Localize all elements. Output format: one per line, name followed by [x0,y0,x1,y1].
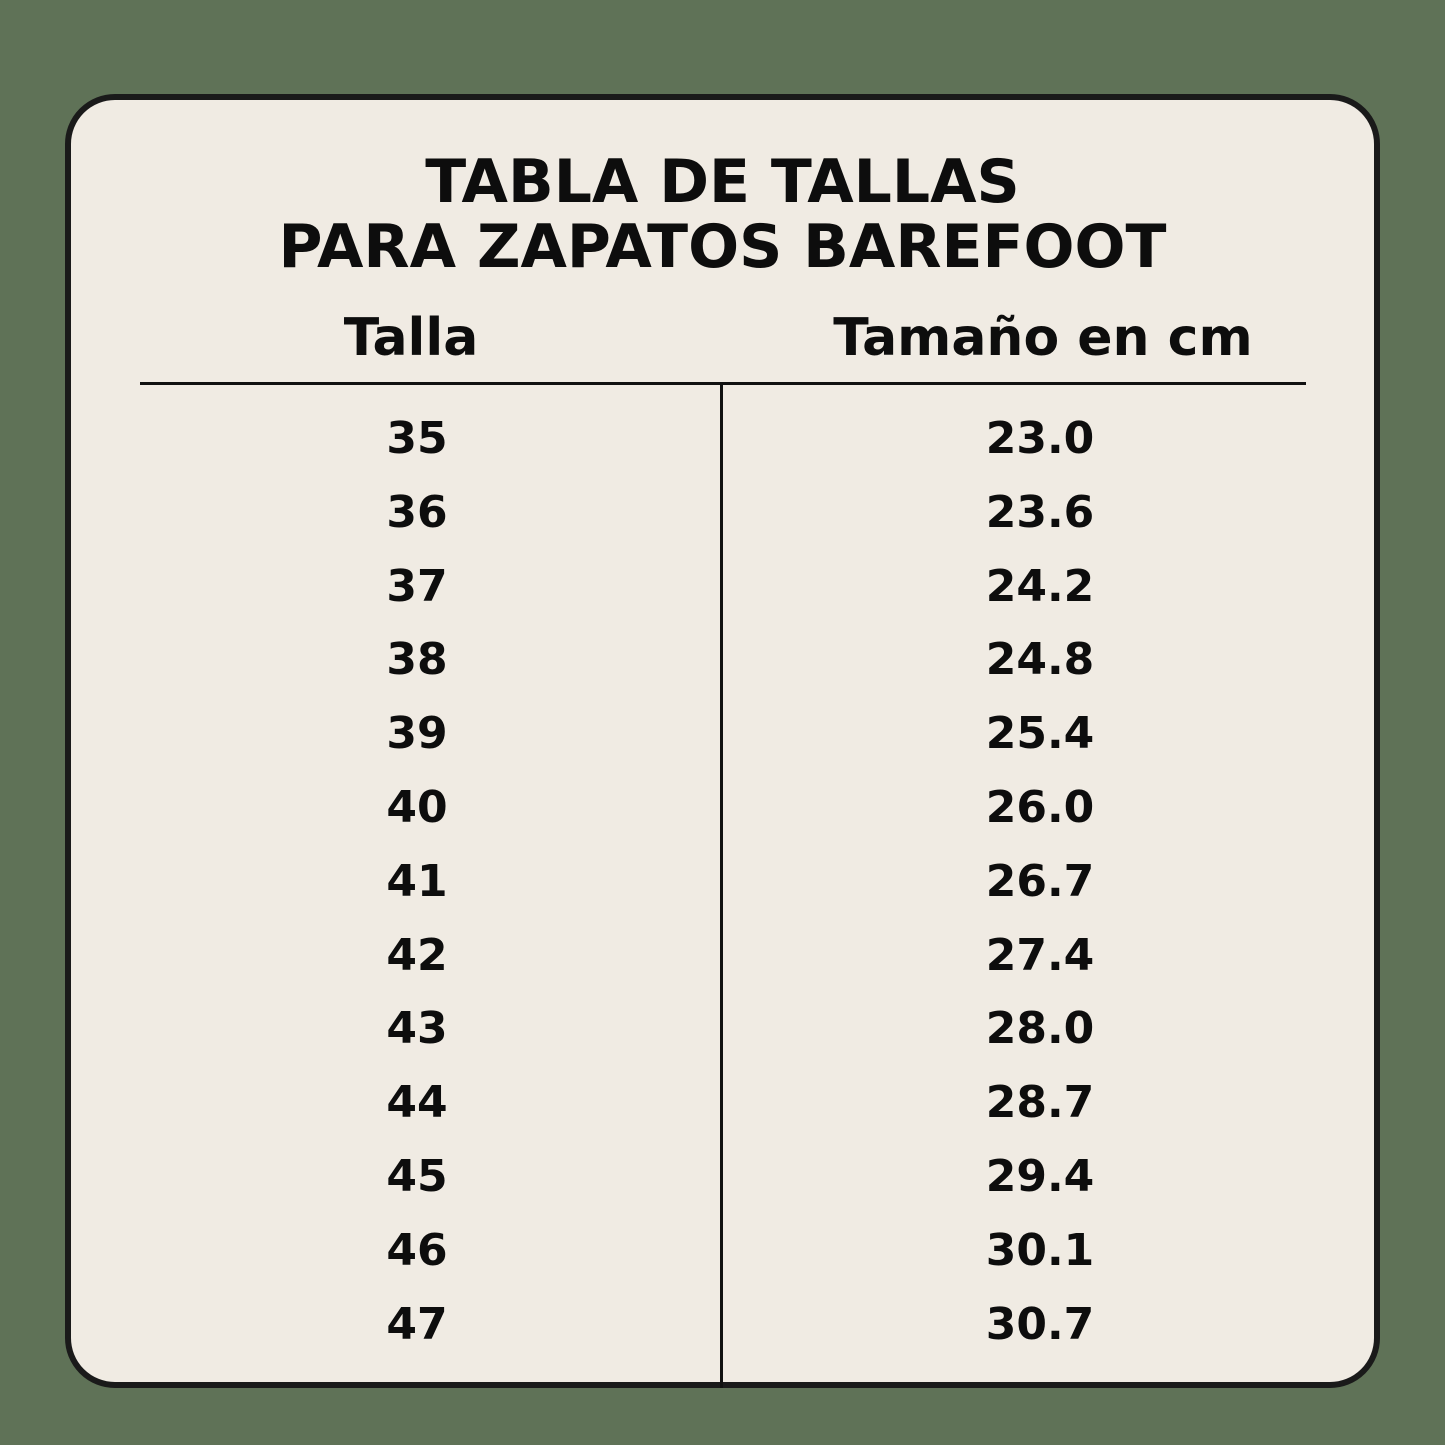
cm-cell: 28.7 [985,1077,1095,1129]
table-row: 40 26.0 [0,782,1445,856]
size-cell: 40 [386,782,448,833]
table-row: 45 29.4 [0,1151,1445,1225]
size-cell: 43 [386,1003,448,1055]
cm-cell: 23.0 [985,413,1095,464]
table-row: 37 24.2 [0,561,1445,635]
cm-cell: 27.4 [985,929,1095,981]
title-line-1: TABLA DE TALLAS [425,147,1020,217]
cm-cell: 30.1 [985,1224,1095,1276]
table-row: 46 30.1 [0,1225,1445,1299]
size-cell: 42 [386,929,448,981]
size-cell: 39 [386,708,448,760]
cm-cell: 24.2 [985,560,1095,612]
size-cell: 36 [386,486,448,538]
size-cell: 46 [386,1224,448,1276]
table-row: 38 24.8 [0,634,1445,708]
cm-cell: 26.7 [985,855,1095,907]
table-row: 42 27.4 [0,930,1445,1004]
table-row: 35 23.0 [0,413,1445,487]
cm-cell: 28.0 [985,1003,1095,1055]
title-line-2: PARA ZAPATOS BAREFOOT [278,212,1167,282]
size-cell: 37 [386,560,448,612]
size-cell: 45 [386,1151,448,1202]
cm-cell: 25.4 [985,708,1095,760]
size-cell: 44 [386,1077,448,1129]
header-length: Tamaño en cm [833,308,1253,368]
table-row: 47 30.7 [0,1299,1445,1373]
cm-cell: 26.0 [985,782,1095,833]
header-divider [140,382,1306,385]
size-cell: 38 [386,634,448,686]
table-row: 43 28.0 [0,1003,1445,1077]
table-row: 39 25.4 [0,708,1445,782]
cm-cell: 24.8 [985,634,1095,686]
table-row: 36 23.6 [0,487,1445,561]
cm-cell: 23.6 [985,486,1095,538]
column-divider [720,384,723,1388]
table-row: 44 28.7 [0,1077,1445,1151]
size-cell: 47 [386,1298,448,1350]
size-cell: 41 [386,855,448,907]
cm-cell: 30.7 [985,1298,1095,1350]
size-cell: 35 [386,413,448,464]
table-row: 41 26.7 [0,856,1445,930]
cm-cell: 29.4 [985,1151,1095,1202]
header-size: Talla [343,308,479,368]
